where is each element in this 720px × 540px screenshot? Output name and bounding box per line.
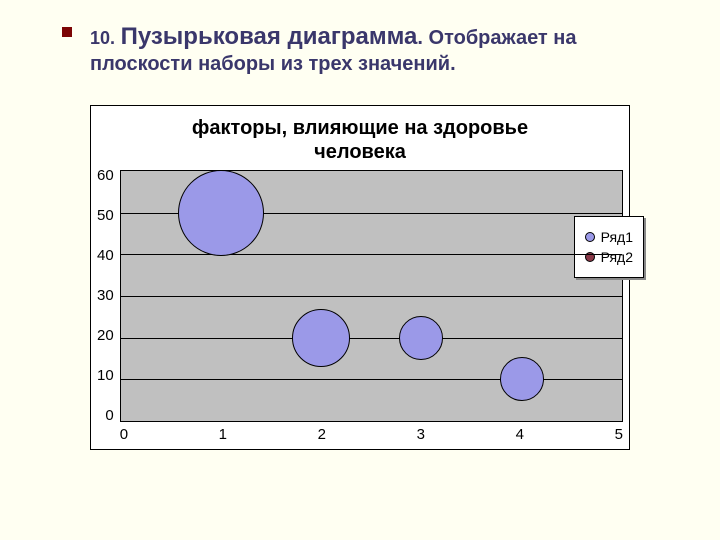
plot-column: Ряд1Ряд2 0 1 2 3 4 5: [120, 170, 623, 443]
gridline: [121, 254, 622, 255]
gridline: [121, 379, 622, 380]
legend-item: Ряд2: [585, 249, 633, 265]
chart-title-line1: факторы, влияющие на здоровье: [192, 117, 528, 139]
heading-bullet-icon: [62, 27, 72, 37]
heading-line2: плоскости наборы из трех значений.: [90, 53, 456, 75]
x-tick-label: 0: [120, 426, 128, 443]
y-tick-label: 0: [105, 410, 113, 422]
y-tick-label: 40: [97, 250, 114, 262]
chart-outer: факторы, влияющие на здоровье человека 6…: [90, 105, 630, 450]
y-tick-label: 10: [97, 370, 114, 382]
y-tick-label: 60: [97, 170, 114, 182]
legend-label: Ряд2: [601, 249, 633, 265]
x-tick-label: 3: [417, 426, 425, 443]
chart-title-line2: человека: [314, 141, 406, 163]
chart-body: 60 50 40 30 20 10 0 Ряд1Ряд2 0 1 2 3 4 5: [91, 170, 629, 449]
gridline: [121, 296, 622, 297]
slide: 10. Пузырьковая диаграмма. Отображает на…: [0, 0, 720, 540]
x-tick-label: 4: [516, 426, 524, 443]
y-tick-label: 20: [97, 330, 114, 342]
x-tick-label: 2: [318, 426, 326, 443]
bubble: [178, 170, 264, 256]
legend: Ряд1 Ряд2: [574, 216, 644, 278]
gridline: [121, 338, 622, 339]
y-tick-label: 30: [97, 290, 114, 302]
slide-heading: 10. Пузырьковая диаграмма. Отображает на…: [90, 22, 640, 77]
chart-container: факторы, влияющие на здоровье человека 6…: [90, 105, 640, 450]
legend-label: Ряд1: [601, 229, 633, 245]
x-axis-labels: 0 1 2 3 4 5: [120, 422, 623, 443]
y-axis-labels: 60 50 40 30 20 10 0: [97, 170, 120, 422]
bubble: [292, 309, 350, 367]
legend-swatch-icon: [585, 232, 595, 242]
bubble: [500, 357, 544, 401]
y-tick-label: 50: [97, 210, 114, 222]
plot-area: Ряд1Ряд2: [120, 170, 623, 422]
heading-number: 10.: [90, 28, 115, 48]
legend-item: Ряд1: [585, 229, 633, 245]
chart-title: факторы, влияющие на здоровье человека: [91, 106, 629, 170]
heading-main: Пузырьковая диаграмма: [121, 23, 418, 50]
bubble: [399, 316, 443, 360]
x-tick-label: 5: [615, 426, 623, 443]
heading-rest: . Отображает на: [417, 27, 576, 49]
x-tick-label: 1: [219, 426, 227, 443]
